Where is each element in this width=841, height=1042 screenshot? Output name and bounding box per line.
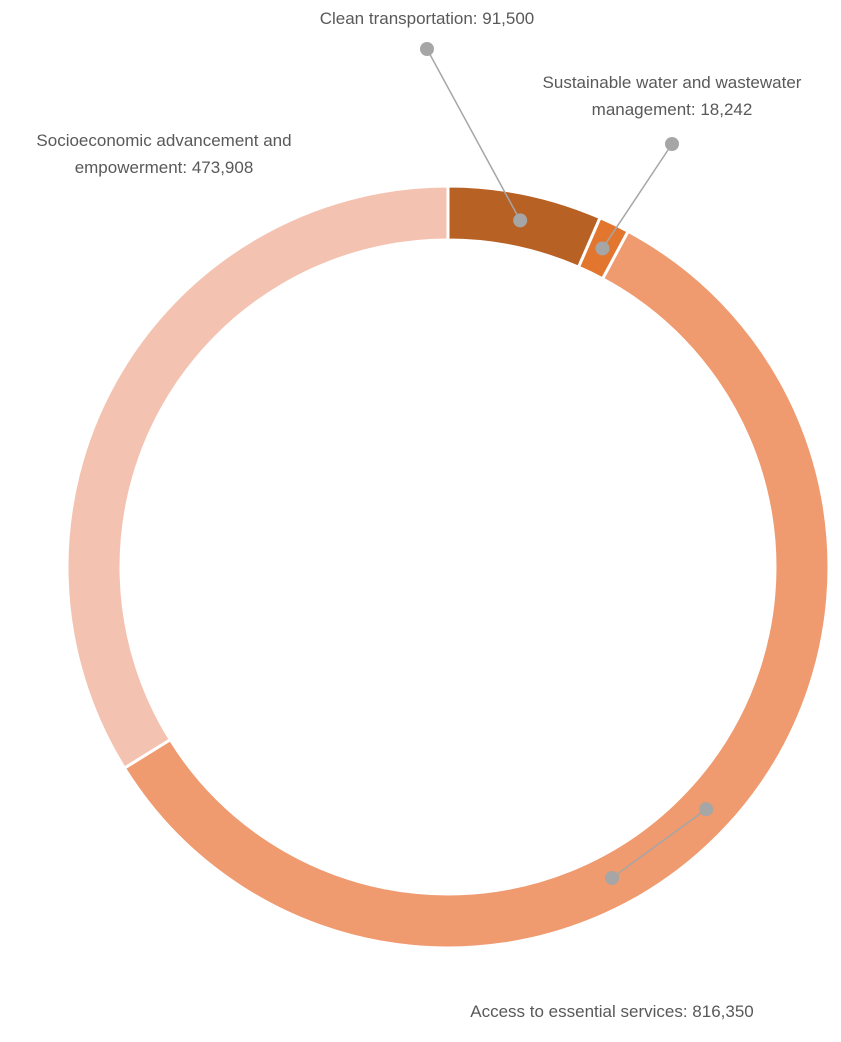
data-label-2-line-1: Sustainable water and wastewater [543, 73, 802, 92]
leader-dot-1-outer [420, 42, 434, 56]
leader-dot-2-outer [665, 137, 679, 151]
leader-dot-1-inner [513, 213, 528, 228]
leader-line-1 [426, 48, 521, 221]
leader-line-2 [601, 143, 673, 249]
data-label-2-line-2: management: 18,242 [592, 100, 753, 119]
donut-slice-4 [65, 184, 450, 771]
leader-line-3 [611, 808, 707, 879]
leader-dot-2-inner [595, 241, 610, 256]
data-label-3-line-1: Access to essential services: 816,350 [470, 1002, 753, 1021]
donut-slice-1 [446, 184, 603, 270]
donut-slice-3 [122, 229, 831, 950]
leader-dot-3-outer [605, 871, 619, 885]
data-label-1-line-1: Clean transportation: 91,500 [320, 9, 535, 28]
data-label-4-line-2: empowerment: 473,908 [75, 158, 254, 177]
leader-dot-3-inner [699, 802, 714, 817]
data-label-4-line-1: Socioeconomic advancement and [36, 131, 291, 150]
